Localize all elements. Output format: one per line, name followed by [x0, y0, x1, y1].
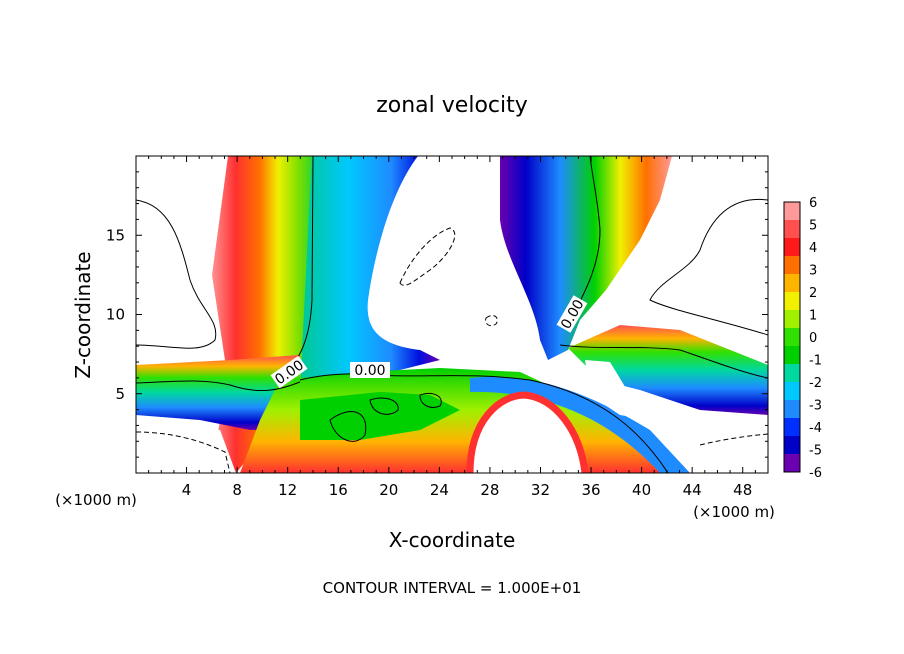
chart-title: zonal velocity [376, 93, 528, 118]
colorbar-swatch [784, 436, 800, 455]
x-tick-label: 36 [581, 481, 600, 499]
white-pocket-left [136, 425, 236, 473]
colorbar-label: 6 [809, 196, 817, 211]
colorbar-label: 3 [809, 264, 817, 279]
colorbar-label: -2 [809, 376, 822, 391]
contour-label: 0.00 [354, 363, 385, 379]
blue-arc [470, 376, 690, 473]
colorbar-label: 1 [809, 309, 817, 324]
colorbar-swatch [784, 202, 800, 221]
y-axis-label: Z-coordinate [71, 251, 95, 378]
y-tick-label: 5 [115, 385, 125, 403]
colorbar-label: -6 [809, 466, 822, 481]
x-tick-label: 8 [232, 481, 242, 499]
x-tick-label: 24 [430, 481, 449, 499]
colorbar: 6 5 4 3 2 1 0 -1 -2 -3 -4 -5 -6 [783, 196, 822, 481]
colorbar-swatch [784, 400, 800, 419]
colorbar-swatch [784, 292, 800, 311]
contour-interval-note: CONTOUR INTERVAL = 1.000E+01 [323, 579, 582, 597]
x-tick-label: 44 [683, 481, 702, 499]
colorbar-swatch [784, 382, 800, 401]
x-tick-label: 4 [182, 481, 192, 499]
x-unit-left: (×1000 m) [55, 491, 137, 509]
x-axis: 4 8 12 16 20 24 28 32 36 40 44 48 [148, 156, 756, 499]
colorbar-label: 2 [809, 286, 817, 301]
colorbar-swatch [784, 346, 800, 365]
y-tick-label: 15 [106, 226, 125, 244]
x-tick-label: 20 [379, 481, 398, 499]
left-band [136, 355, 300, 430]
contour-lines [136, 156, 768, 473]
x-tick-label: 16 [329, 481, 348, 499]
x-tick-label: 40 [632, 481, 651, 499]
middle-plume [300, 156, 440, 390]
colorbar-label: 5 [809, 219, 817, 234]
colorbar-label: -1 [809, 354, 822, 369]
colorbar-swatch [784, 256, 800, 275]
colorbar-swatch [784, 220, 800, 239]
colorbar-label: 0 [809, 331, 817, 346]
x-tick-label: 12 [278, 481, 297, 499]
colorbar-swatch [784, 310, 800, 329]
colorbar-swatch [784, 328, 800, 347]
x-tick-label: 28 [480, 481, 499, 499]
colorbar-label: 4 [809, 241, 817, 256]
green-patch [300, 392, 460, 440]
x-unit-right: (×1000 m) [693, 503, 775, 521]
colorbar-swatch [784, 238, 800, 257]
y-tick-label: 10 [106, 306, 125, 324]
x-tick-label: 48 [733, 481, 752, 499]
colorbar-swatch [784, 418, 800, 437]
colorbar-swatch [784, 364, 800, 383]
colorbar-swatch [784, 454, 800, 473]
colorbar-frame [783, 201, 801, 473]
x-axis-label: X-coordinate [389, 528, 516, 552]
bubble-rim [466, 391, 589, 473]
colorbar-label: -4 [809, 421, 822, 436]
white-pocket [585, 360, 650, 420]
colorbar-label: -3 [809, 399, 822, 414]
plot-area: 0.00 0.00 0.00 [136, 156, 768, 473]
colorbar-swatch [784, 274, 800, 293]
right-plume [500, 156, 672, 360]
colorbar-label: -5 [809, 444, 822, 459]
dashed-contours [136, 227, 768, 473]
white-pocket-right [690, 418, 768, 473]
x-tick-label: 32 [531, 481, 550, 499]
y-axis: 5 10 15 [106, 171, 768, 458]
